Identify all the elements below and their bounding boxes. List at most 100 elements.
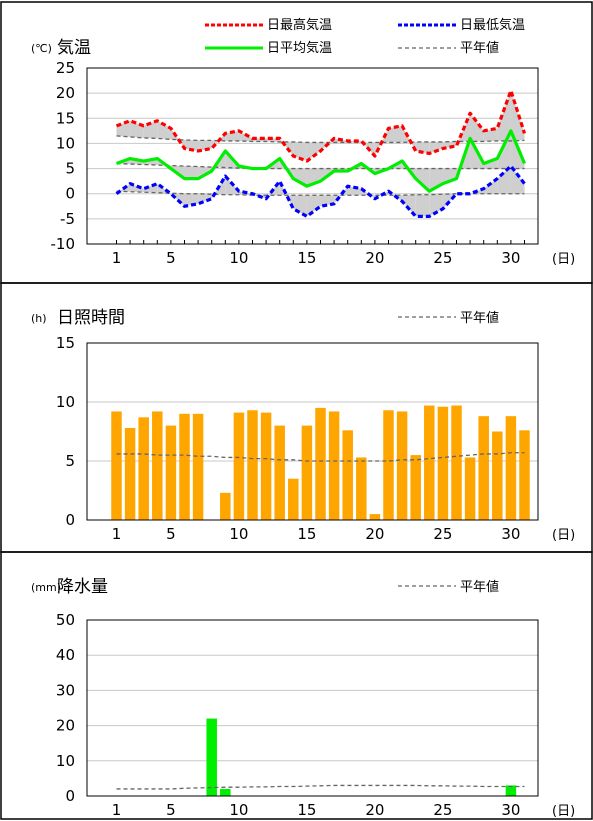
chart2-bar — [247, 410, 258, 520]
chart2-bar — [111, 411, 122, 520]
chart2-bar — [220, 492, 231, 520]
mean-deviation-shade — [184, 166, 199, 179]
chart3-normal-line — [116, 784, 525, 790]
mean-temp-line — [115, 129, 526, 193]
chart2-bar — [328, 411, 340, 520]
max-deviation-shade — [442, 141, 457, 149]
chart3-y-tick-label: 50 — [56, 611, 75, 629]
legend-label: 平年値 — [460, 310, 499, 326]
max-deviation-shade — [279, 138, 294, 156]
chart2-plot-frame — [86, 342, 539, 521]
normal-line-mean — [116, 162, 525, 170]
chart2-bar — [492, 431, 503, 520]
max-deviation-shade — [306, 142, 321, 162]
max-deviation-shade — [388, 125, 403, 143]
chart2-bar — [396, 411, 408, 520]
chart3-x-tick-label: 10 — [229, 801, 248, 819]
max-deviation-shade — [402, 125, 416, 151]
chart2-bar — [315, 407, 326, 520]
chart1-y-tick-label: -5 — [60, 210, 75, 228]
legend-label: 日最高気温 — [267, 17, 332, 33]
normal-line-min — [116, 190, 525, 196]
chart2-bar — [519, 430, 530, 520]
chart2-bar — [478, 416, 489, 520]
max-temp-line — [115, 89, 527, 163]
chart2-bar — [356, 457, 367, 520]
chart2-bar — [410, 455, 421, 520]
chart2-x-tick-label: 20 — [365, 525, 384, 543]
chart2-bar — [233, 412, 245, 520]
legend-label: 平年値 — [460, 579, 499, 595]
normal-line-max — [116, 135, 525, 144]
max-deviation-shade — [470, 113, 484, 142]
max-deviation-shade — [293, 141, 307, 162]
chart2-bar — [274, 425, 285, 520]
chart3-x-tick-label: 30 — [501, 801, 520, 819]
chart2-normal-line — [116, 452, 525, 462]
chart2-unit-label: (h) — [31, 312, 47, 325]
chart2-bar — [451, 405, 462, 520]
chart2-bar — [192, 413, 204, 520]
chart1-x-tick-label: 5 — [166, 249, 176, 267]
chart2-y-tick-label: 5 — [65, 452, 75, 470]
min-deviation-shade — [293, 195, 307, 217]
chart2-bar — [383, 410, 394, 520]
chart2-x-tick-label: 25 — [433, 525, 452, 543]
chart2-bar — [424, 405, 435, 520]
chart2-bar — [124, 427, 136, 520]
min-temp-line — [115, 164, 526, 218]
chart2-bar — [464, 457, 476, 520]
min-deviation-shade — [402, 194, 416, 217]
chart1-y-tick-label: 0 — [65, 185, 75, 203]
chart2-bar — [369, 514, 381, 520]
chart3-y-tick-label: 10 — [56, 752, 75, 770]
chart2-bar — [342, 430, 353, 520]
chart1-unit-label: (℃) — [31, 42, 52, 55]
chart1-x-tick-label: 25 — [433, 249, 452, 267]
legend-label: 日最低気温 — [460, 17, 525, 33]
chart2-x-tick-label: 1 — [112, 525, 122, 543]
max-deviation-shade — [429, 141, 443, 154]
chart3-y-tick-label: 0 — [65, 787, 75, 805]
chart3-x-unit: (日) — [552, 804, 575, 819]
chart1-y-tick-label: 25 — [56, 59, 75, 77]
mean-deviation-shade — [415, 168, 430, 192]
chart2-bar — [138, 417, 149, 520]
panel-border-3 — [0, 551, 593, 820]
max-deviation-shade — [130, 120, 144, 138]
max-deviation-shade — [361, 140, 375, 156]
chart1-y-tick-label: -10 — [51, 235, 76, 253]
min-deviation-shade — [497, 166, 511, 194]
chart3-x-tick-label: 5 — [166, 801, 176, 819]
chart2-bar — [179, 413, 190, 520]
chart3-plot-frame — [86, 619, 539, 797]
chart1-plot-frame — [86, 67, 539, 245]
max-deviation-shade — [225, 130, 239, 141]
chart3-bar — [206, 718, 217, 796]
min-deviation-shade — [483, 178, 498, 194]
chart2-bar — [288, 478, 299, 520]
max-deviation-shade — [184, 139, 199, 151]
chart1-x-tick-label: 15 — [297, 249, 316, 267]
chart1-x-tick-label: 1 — [112, 249, 122, 267]
min-deviation-shade — [306, 195, 321, 217]
mean-deviation-shade — [293, 168, 307, 187]
max-deviation-shade — [170, 128, 185, 149]
chart2-bar — [437, 406, 449, 520]
chart1-title: 気温 — [57, 38, 91, 58]
chart3-y-tick-label: 40 — [56, 646, 75, 664]
chart2-bar — [505, 416, 517, 520]
chart2-bar — [165, 425, 177, 520]
chart2-x-tick-label: 30 — [501, 525, 520, 543]
min-deviation-shade — [415, 194, 430, 217]
chart2-bar — [260, 412, 272, 520]
max-deviation-shade — [157, 120, 171, 140]
legend-label: 日平均気温 — [267, 40, 332, 56]
chart2-bar — [301, 425, 313, 520]
chart3-title: 降水量 — [57, 577, 108, 597]
min-deviation-shade — [429, 194, 443, 217]
chart1-y-tick-label: 20 — [56, 84, 75, 102]
min-deviation-shade — [252, 193, 267, 199]
chart3-unit-label: (mm) — [31, 581, 61, 594]
